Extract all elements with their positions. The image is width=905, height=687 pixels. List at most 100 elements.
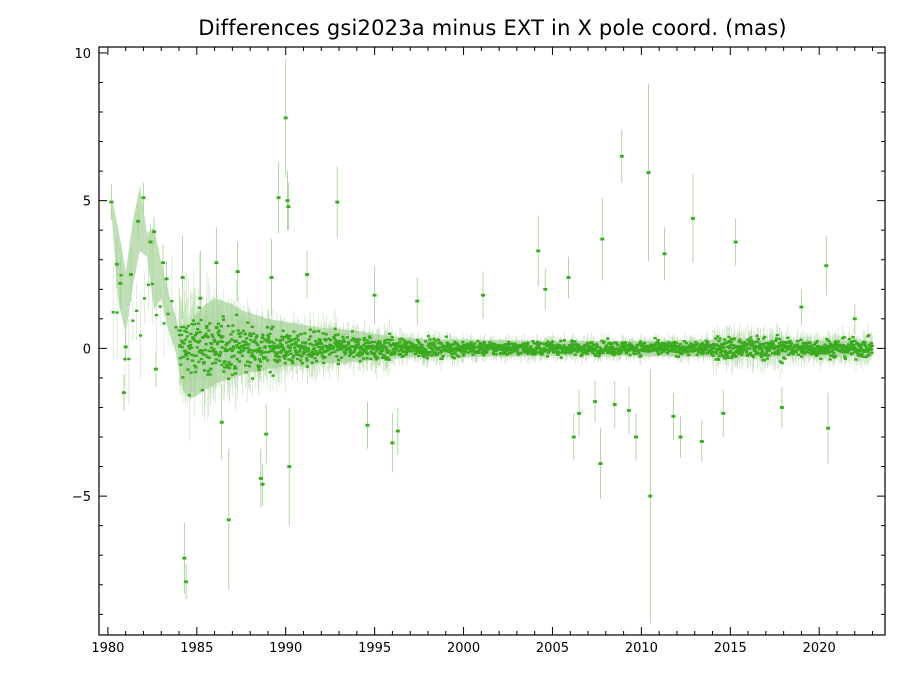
data-point [677, 350, 681, 353]
data-point [737, 349, 742, 353]
data-point [288, 346, 292, 349]
data-point [313, 357, 317, 360]
data-point [216, 322, 220, 325]
data-point [441, 354, 445, 358]
data-point [423, 348, 428, 351]
data-point [286, 344, 290, 347]
data-point [582, 347, 586, 351]
data-point [388, 339, 392, 342]
data-point [478, 343, 482, 346]
data-point [800, 355, 804, 358]
data-point [311, 344, 315, 347]
data-point [269, 327, 274, 331]
data-point [471, 353, 475, 356]
data-point [639, 354, 643, 357]
data-point [410, 346, 414, 350]
data-point [298, 353, 302, 357]
data-point [470, 346, 474, 349]
data-point [310, 361, 314, 364]
data-point [268, 332, 272, 336]
data-point [270, 344, 275, 348]
data-point [723, 341, 727, 345]
data-point [494, 353, 498, 356]
data-point [659, 351, 663, 354]
data-point [287, 358, 291, 361]
data-point [594, 354, 598, 357]
outlier-point [626, 409, 631, 412]
data-point [721, 349, 725, 353]
data-point [866, 350, 870, 354]
data-point [611, 342, 615, 345]
data-point [432, 350, 436, 354]
data-point [237, 342, 241, 345]
data-point [685, 348, 689, 351]
data-point [746, 338, 750, 341]
outlier-point [109, 200, 114, 204]
data-point [524, 349, 528, 353]
data-point [383, 356, 388, 359]
outlier-point [566, 276, 571, 279]
data-point [229, 333, 233, 336]
data-point [825, 348, 829, 351]
data-point [404, 353, 408, 356]
data-point [158, 305, 162, 308]
data-point [803, 347, 807, 351]
data-point [539, 342, 543, 345]
data-point [255, 334, 259, 337]
data-point [332, 337, 336, 340]
y-tick-label: 0 [83, 342, 91, 357]
data-point [716, 335, 720, 338]
data-point [365, 357, 369, 360]
data-point [820, 350, 824, 354]
data-point [674, 355, 678, 358]
data-point [376, 356, 380, 359]
data-point [294, 341, 298, 344]
data-point [223, 360, 227, 363]
outlier-point [543, 287, 548, 291]
data-point [820, 349, 824, 352]
data-point [656, 341, 660, 344]
data-point [605, 349, 609, 353]
data-point [610, 348, 614, 351]
data-point [463, 348, 467, 351]
data-point [264, 356, 268, 359]
data-point [353, 340, 357, 344]
data-point [705, 352, 709, 355]
data-point [704, 349, 709, 352]
data-point [789, 351, 793, 355]
data-point [203, 335, 207, 338]
data-point [756, 337, 760, 341]
data-point [414, 349, 418, 352]
data-point [466, 342, 470, 345]
data-point [271, 374, 275, 377]
data-point [490, 347, 494, 350]
data-point [202, 361, 206, 364]
data-point [329, 351, 333, 354]
data-point [390, 352, 395, 355]
data-point [807, 348, 811, 352]
outlier-point [276, 196, 281, 200]
x-tick-label: 2010 [625, 641, 658, 656]
data-point [285, 334, 289, 337]
data-point [756, 340, 760, 343]
outlier-point [671, 414, 676, 418]
data-point [740, 353, 744, 357]
data-point [190, 359, 195, 362]
data-point [448, 350, 453, 353]
data-point [573, 353, 577, 356]
data-point [241, 345, 245, 348]
data-point [198, 339, 202, 343]
data-point [313, 330, 317, 333]
data-point [192, 322, 196, 326]
data-point [247, 349, 251, 352]
data-point [767, 349, 771, 352]
data-point [706, 341, 710, 344]
outlier-point [571, 435, 576, 439]
data-point [355, 345, 359, 348]
data-point [244, 371, 248, 374]
data-point [283, 362, 287, 365]
data-point [811, 352, 815, 356]
data-point [344, 345, 348, 349]
outlier-point [678, 435, 683, 439]
data-point [634, 352, 638, 355]
